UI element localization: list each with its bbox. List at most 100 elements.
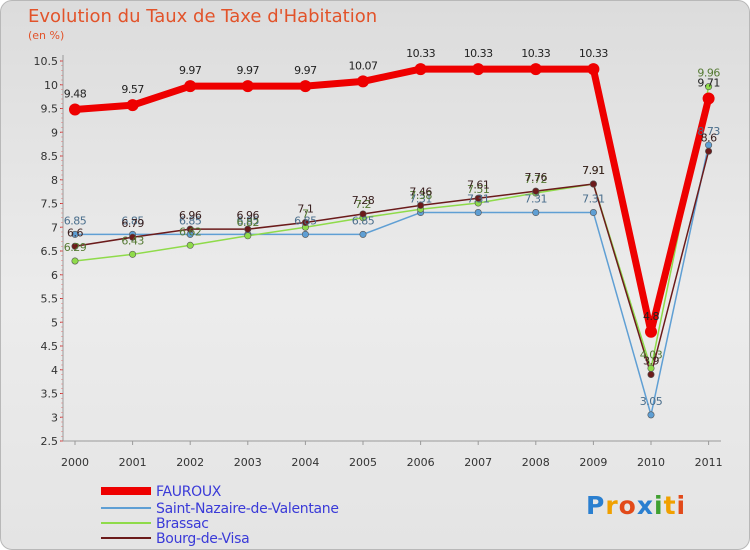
data-label: 7.61 [467, 178, 490, 191]
y-tick-label: 4 [51, 364, 58, 377]
data-label: 10.33 [464, 47, 493, 60]
y-tick-label: 5.5 [41, 293, 59, 306]
x-tick-label: 2001 [119, 456, 147, 469]
y-tick-label: 8 [51, 174, 58, 187]
y-tick-label: 10 [44, 79, 58, 92]
x-tick-label: 2004 [291, 456, 319, 469]
series-line-brassac [74, 85, 710, 370]
data-label: 7.76 [525, 171, 548, 184]
legend-label: Brassac [156, 516, 209, 532]
data-label: 6.85 [179, 214, 202, 227]
data-point [301, 219, 309, 227]
data-point [244, 225, 252, 233]
data-point [474, 209, 482, 217]
data-label: 9.97 [294, 64, 317, 77]
x-tick-label: 2002 [176, 456, 204, 469]
data-label: 6.85 [237, 214, 260, 227]
data-point [186, 241, 194, 249]
y-tick-label: 9.5 [41, 103, 59, 116]
y-tick-label: 9 [51, 126, 58, 139]
data-label: 6.96 [237, 209, 260, 222]
y-tick-label: 6.5 [41, 245, 59, 258]
data-label: 9.96 [697, 67, 720, 80]
data-label: 4.03 [640, 348, 663, 361]
data-point [299, 80, 312, 93]
data-label: 7.2 [355, 198, 371, 211]
legend: FAUROUXSaint-Nazaire-de-ValentaneBrassac… [101, 484, 339, 547]
y-tick-label: 6 [51, 269, 58, 282]
data-point [357, 75, 369, 88]
x-tick-label: 2011 [695, 456, 723, 469]
data-point [241, 80, 254, 93]
data-label: 7.31 [409, 193, 432, 206]
y-tick-label: 7.5 [41, 198, 59, 211]
y-tick-label: 2.5 [41, 435, 59, 448]
data-label: 6.96 [179, 209, 202, 222]
x-tick-label: 2003 [234, 456, 262, 469]
data-point [359, 230, 367, 238]
data-point [532, 187, 540, 195]
data-point [529, 63, 542, 76]
data-label: 6.85 [294, 214, 317, 227]
data-point [71, 242, 79, 250]
data-point [702, 92, 715, 105]
data-label: 4.8 [643, 310, 659, 323]
data-label: 7.31 [582, 193, 605, 206]
data-label: 6.29 [64, 241, 87, 254]
data-label: 7.46 [409, 185, 432, 198]
y-tick-label: 3 [51, 411, 58, 424]
data-point [705, 83, 713, 91]
data-label: 7.91 [582, 164, 605, 177]
legend-label: Saint-Nazaire-de-Valentane [156, 501, 339, 517]
data-point [126, 99, 139, 112]
data-label: 10.33 [579, 47, 608, 60]
data-label: 7 [302, 207, 309, 220]
data-point [532, 209, 540, 217]
x-tick-label: 2008 [522, 456, 550, 469]
legend-label: Bourg-de-Visa [156, 531, 249, 547]
data-label: 6.85 [121, 214, 144, 227]
data-label: 7.51 [467, 183, 490, 196]
data-point [705, 147, 713, 155]
data-label: 7.31 [525, 193, 548, 206]
data-label: 6.62 [179, 225, 202, 238]
y-tick-label: 10.5 [34, 55, 59, 68]
data-label: 8.73 [697, 125, 720, 138]
data-label: 6.85 [352, 214, 375, 227]
data-label: 10.33 [406, 47, 435, 60]
data-label: 6.6 [67, 226, 83, 239]
data-point [587, 63, 600, 76]
data-label: 6.82 [237, 216, 260, 229]
series-line-bourg-de-visa [74, 150, 710, 376]
data-point [186, 225, 194, 233]
x-tick-label: 2009 [579, 456, 607, 469]
data-point [71, 257, 79, 265]
data-point [301, 230, 309, 238]
x-tick-label: 2010 [637, 456, 665, 469]
data-point [71, 230, 79, 238]
y-tick-label: 3.5 [41, 388, 59, 401]
data-label: 6.85 [64, 214, 87, 227]
data-label: 10.07 [349, 59, 378, 72]
data-label: 3.9 [643, 355, 659, 368]
y-tick-label: 5 [51, 316, 58, 329]
data-label: 7.1 [297, 203, 313, 216]
data-point [244, 232, 252, 240]
x-tick-label: 2006 [407, 456, 435, 469]
y-tick-label: 4.5 [41, 340, 59, 353]
data-label: 7.72 [525, 173, 548, 186]
proxiti-logo: Proxiti [586, 491, 687, 520]
data-point [589, 209, 597, 217]
data-point [647, 411, 655, 419]
data-point [417, 201, 425, 209]
data-label: 7.31 [467, 193, 490, 206]
data-label: 9.48 [64, 87, 87, 100]
x-tick-label: 2005 [349, 456, 377, 469]
data-label: 9.97 [237, 64, 260, 77]
data-label: 7.28 [352, 194, 375, 207]
y-tick-label: 7 [51, 221, 58, 234]
y-tick-label: 8.5 [41, 150, 59, 163]
data-point [69, 103, 81, 116]
